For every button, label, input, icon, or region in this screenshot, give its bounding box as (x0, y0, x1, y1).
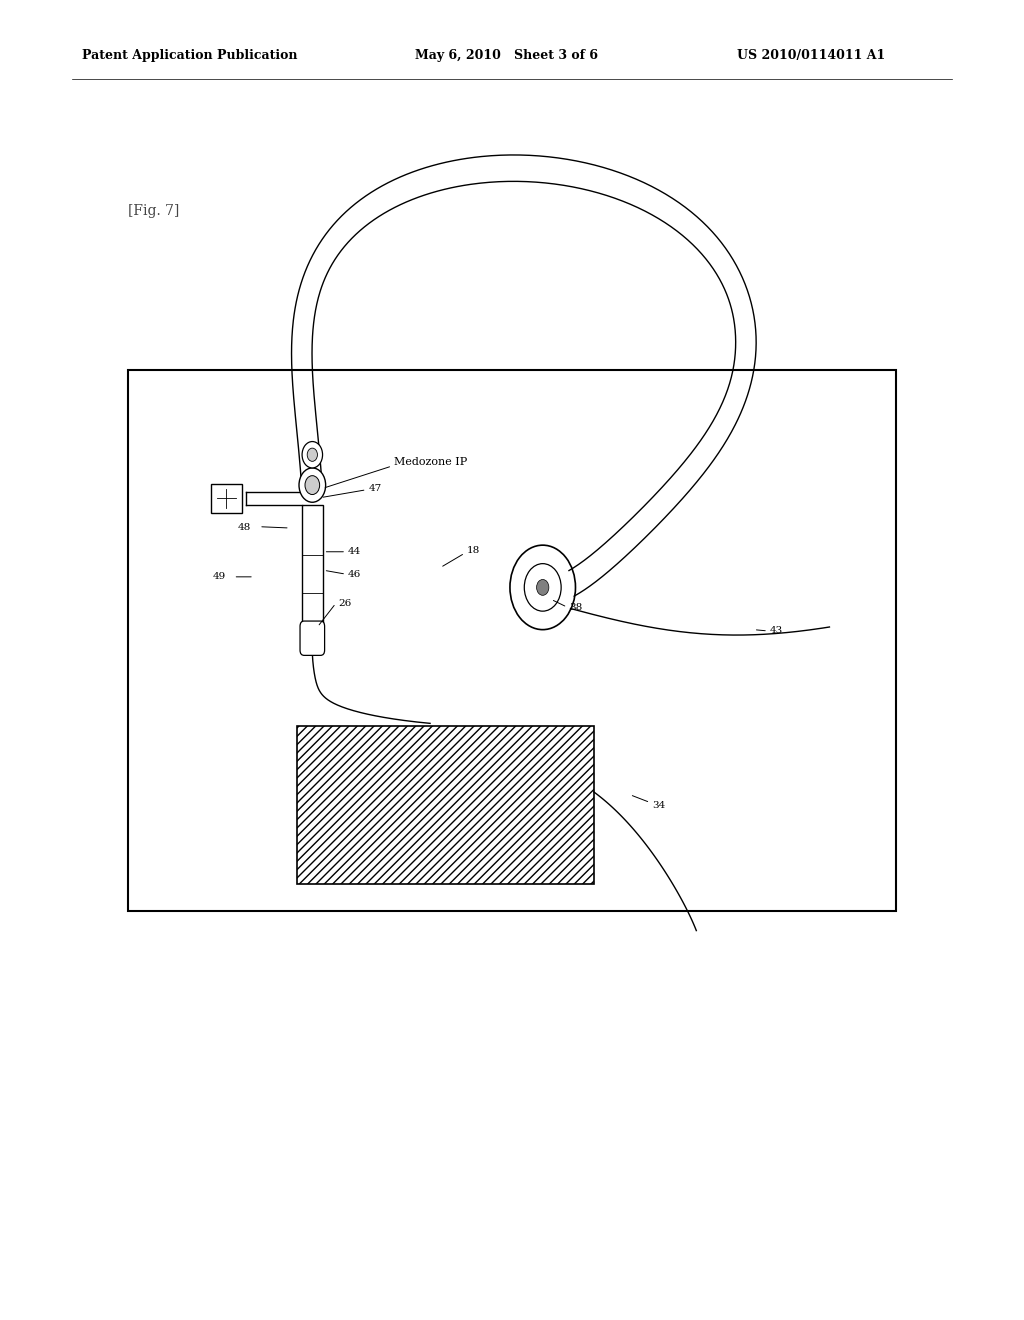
Bar (128, 370, 896, 911)
Text: 38: 38 (569, 603, 583, 611)
Circle shape (305, 475, 319, 495)
Text: 26: 26 (338, 599, 351, 607)
Text: 47: 47 (369, 484, 382, 492)
Bar (302, 506, 323, 631)
Text: 18: 18 (467, 546, 480, 554)
Text: May 6, 2010   Sheet 3 of 6: May 6, 2010 Sheet 3 of 6 (415, 49, 598, 62)
Circle shape (537, 579, 549, 595)
Bar (211, 483, 242, 513)
Text: Patent Application Publication: Patent Application Publication (82, 49, 297, 62)
Text: 48: 48 (238, 524, 251, 532)
Circle shape (302, 441, 323, 469)
Bar (297, 726, 594, 884)
Text: 43: 43 (770, 627, 783, 635)
Circle shape (307, 447, 317, 462)
Text: 44: 44 (348, 548, 361, 556)
Circle shape (299, 469, 326, 503)
Text: 34: 34 (652, 801, 666, 809)
Text: [Fig. 7]: [Fig. 7] (128, 205, 179, 218)
Text: 49: 49 (213, 573, 226, 581)
Text: 46: 46 (348, 570, 361, 578)
FancyBboxPatch shape (300, 622, 325, 656)
Text: US 2010/0114011 A1: US 2010/0114011 A1 (737, 49, 886, 62)
Text: Medozone IP: Medozone IP (394, 457, 468, 467)
